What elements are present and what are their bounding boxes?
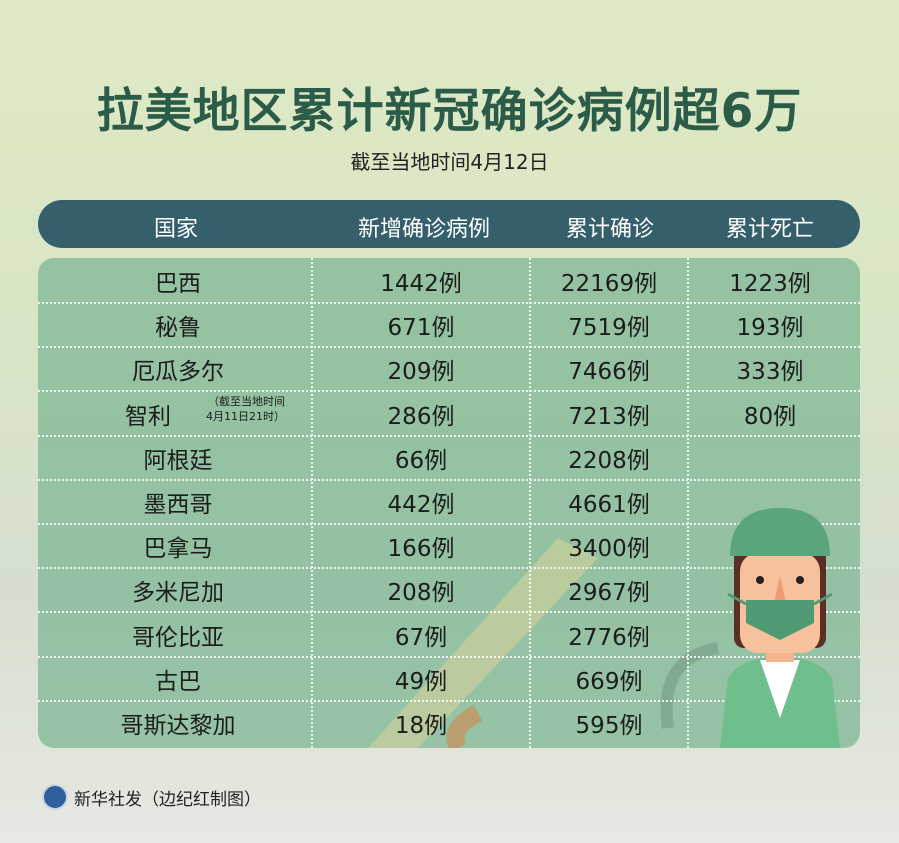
total-cases-cell: 7466例	[568, 359, 650, 386]
column-header-deaths: 累计死亡	[725, 217, 814, 242]
column-header-new: 新增确诊病例	[357, 217, 490, 242]
table-row: 阿根廷 66例 2208例	[38, 435, 860, 481]
note-line: （截至当地时间	[208, 394, 285, 408]
table-row: 多米尼加 208例 2967例	[38, 567, 860, 614]
subtitle: 截至当地时间4月12日	[350, 150, 549, 174]
total-cases-cell: 595例	[575, 713, 643, 739]
table-row: 墨西哥 442例 4661例	[38, 479, 860, 525]
column-header-total: 累计确诊	[565, 217, 654, 242]
table-row: 智利 286例 7213例 80例 （截至当地时间 4月11日21时）	[38, 391, 860, 437]
thermometer-background-illustration	[368, 538, 720, 748]
new-cases-cell: 208例	[387, 580, 455, 607]
country-cell: 哥伦比亚	[132, 624, 224, 651]
table-row: 哥斯达黎加 18例 595例	[38, 700, 860, 744]
chile-date-note: （截至当地时间 4月11日21时）	[206, 394, 285, 424]
table-row: 秘鲁 671例 7519例 193例	[38, 302, 860, 349]
total-cases-cell: 4661例	[568, 492, 650, 518]
country-cell: 巴西	[155, 271, 201, 297]
new-cases-cell: 286例	[387, 403, 455, 430]
deaths-cell: 193例	[736, 315, 804, 342]
column-divider	[311, 258, 313, 748]
new-cases-cell: 49例	[394, 668, 448, 695]
total-cases-cell: 7213例	[568, 403, 650, 430]
total-cases-cell: 2776例	[568, 624, 650, 651]
total-cases-cell: 3400例	[568, 536, 650, 563]
column-divider	[687, 258, 689, 748]
total-cases-cell: 7519例	[568, 315, 650, 342]
country-cell: 多米尼加	[132, 580, 224, 607]
country-cell: 哥斯达黎加	[120, 713, 236, 739]
column-header-country: 国家	[153, 217, 198, 242]
footer-credit: 新华社发（边纪红制图）	[42, 784, 261, 810]
table-row: 巴拿马 166例 3400例	[38, 523, 860, 570]
new-cases-cell: 671例	[387, 315, 455, 342]
new-cases-cell: 442例	[387, 492, 455, 518]
table-row: 哥伦比亚 67例 2776例	[38, 612, 860, 658]
table-row: 古巴 49例 669例	[38, 656, 860, 702]
country-cell: 秘鲁	[155, 315, 201, 342]
new-cases-cell: 166例	[387, 536, 455, 563]
new-cases-cell: 67例	[394, 624, 448, 651]
doctor-illustration	[720, 508, 840, 748]
country-cell: 厄瓜多尔	[132, 359, 224, 386]
deaths-cell: 1223例	[729, 271, 811, 297]
deaths-cell: 333例	[736, 359, 804, 386]
table-row: 巴西 1442例 22169例 1223例	[38, 258, 860, 304]
xinhua-logo-icon	[42, 784, 68, 810]
new-cases-cell: 1442例	[380, 271, 462, 297]
table-row: 厄瓜多尔 209例 7466例 333例	[38, 346, 860, 393]
country-cell: 古巴	[155, 668, 201, 695]
page-title: 拉美地区累计新冠确诊病例超6万	[96, 84, 803, 139]
deaths-cell: 80例	[743, 403, 797, 430]
country-cell: 巴拿马	[143, 536, 213, 563]
note-line: 4月11日21时）	[206, 409, 285, 423]
column-divider	[529, 258, 531, 748]
total-cases-cell: 2967例	[568, 580, 650, 607]
new-cases-cell: 66例	[394, 447, 448, 474]
country-cell: 智利	[125, 403, 171, 430]
data-table: 巴西 1442例 22169例 1223例秘鲁 671例 7519例 193例厄瓜多尔 209…	[38, 258, 860, 748]
credit-text: 新华社发（边纪红制图）	[74, 789, 261, 810]
total-cases-cell: 2208例	[568, 447, 650, 474]
total-cases-cell: 669例	[575, 668, 643, 695]
country-cell: 阿根廷	[143, 447, 213, 474]
total-cases-cell: 22169例	[560, 271, 658, 297]
table-header: 国家 新增确诊病例 累计确诊 累计死亡	[38, 200, 860, 248]
new-cases-cell: 209例	[387, 359, 455, 386]
new-cases-cell: 18例	[394, 713, 448, 739]
country-cell: 墨西哥	[143, 492, 213, 518]
